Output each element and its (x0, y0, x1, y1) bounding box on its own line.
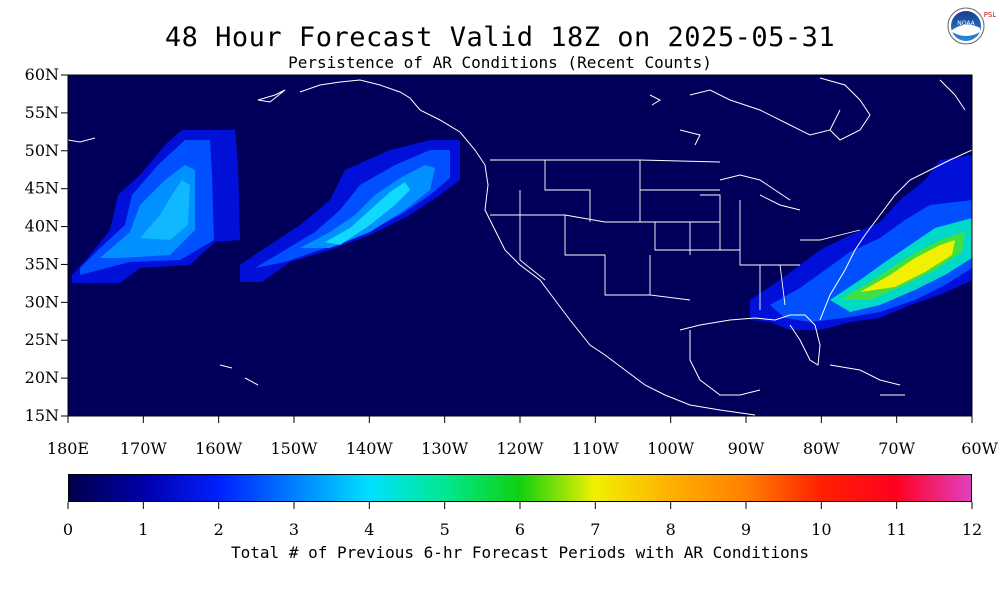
state-borders (490, 159, 861, 310)
colorbar-tick-label: 1 (138, 520, 148, 539)
colorbar-tick-label: 2 (214, 520, 224, 539)
lon-tick-label: 130W (421, 439, 469, 458)
lon-tick-label: 110W (572, 439, 620, 458)
ar-field (72, 130, 972, 330)
lat-tick-label: 45N (25, 179, 59, 198)
lat-tick-label: 35N (25, 254, 59, 273)
lat-tick-label: 40N (25, 217, 59, 236)
lon-tick-label: 150W (271, 439, 319, 458)
colorbar-tick-label: 8 (666, 520, 676, 539)
lon-tick-label: 90W (728, 439, 765, 458)
colorbar-tick-label: 12 (962, 520, 982, 539)
logo-text: NOAA (957, 20, 975, 27)
lon-tick-label: 80W (803, 439, 840, 458)
lon-tick-label: 70W (878, 439, 915, 458)
colorbar-tick-label: 7 (590, 520, 600, 539)
lat-tick-label: 20N (25, 368, 59, 387)
colorbar-tick-label: 9 (741, 520, 751, 539)
logo-side-text: PSL (984, 11, 996, 19)
noaa-logo-icon: NOAA PSL (947, 7, 996, 45)
colorbar-tick-label: 5 (440, 520, 450, 539)
lon-tick-label: 100W (647, 439, 695, 458)
colorbar-tick-label: 10 (811, 520, 831, 539)
svg-text:PSL: PSL (984, 11, 996, 19)
lat-tick-label: 15N (25, 406, 59, 425)
chart-title: 48 Hour Forecast Valid 18Z on 2025-05-31 (164, 22, 836, 53)
colorbar-tick-label: 0 (63, 520, 73, 539)
lon-tick-label: 170W (120, 439, 168, 458)
colorbar-tick-label: 4 (364, 520, 374, 539)
lat-tick-label: 55N (25, 103, 59, 122)
lon-tick-label: 60W (961, 439, 998, 458)
lon-tick-label: 120W (497, 439, 545, 458)
colorbar-ticks: 0 1 2 3 4 5 6 7 8 9 10 11 12 (63, 502, 982, 539)
lat-tick-label: 30N (25, 292, 59, 311)
colorbar-tick-label: 6 (515, 520, 525, 539)
lat-tick-label: 60N (25, 65, 59, 84)
lon-tick-label: 180E (47, 439, 89, 458)
latitude-axis: 60N 55N 50N 45N 40N 35N 30N 25N 20N 15N (25, 65, 68, 425)
noaa-logo: NOAA PSL (946, 6, 996, 46)
lat-tick-label: 25N (25, 330, 59, 349)
lat-tick-label: 50N (25, 141, 59, 160)
lon-tick-label: 140W (346, 439, 394, 458)
colorbar (68, 474, 972, 502)
coastlines (68, 77, 972, 416)
colorbar-tick-label: 11 (886, 520, 906, 539)
colorbar-tick-label: 3 (289, 520, 299, 539)
chart-subtitle: Persistence of AR Conditions (Recent Cou… (288, 53, 712, 72)
colorbar-label: Total # of Previous 6-hr Forecast Period… (231, 543, 809, 562)
longitude-axis: 180E 170W 160W 150W 140W 130W 120W 110W 100W 90W 8… (47, 416, 999, 458)
lon-tick-label: 160W (195, 439, 243, 458)
